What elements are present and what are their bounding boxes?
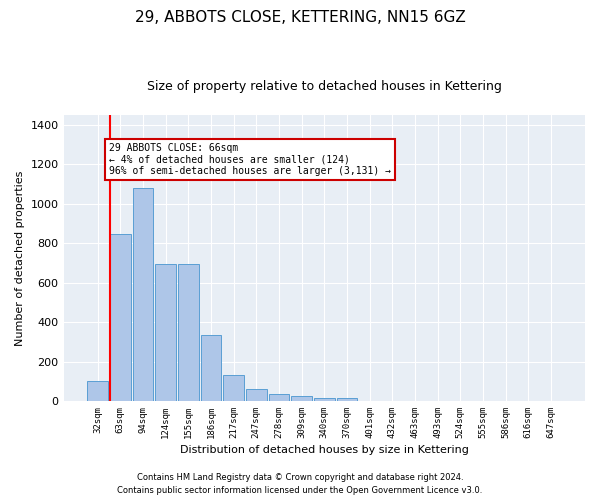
X-axis label: Distribution of detached houses by size in Kettering: Distribution of detached houses by size …: [180, 445, 469, 455]
Text: Contains HM Land Registry data © Crown copyright and database right 2024.
Contai: Contains HM Land Registry data © Crown c…: [118, 474, 482, 495]
Bar: [200, 335, 221, 401]
Text: 29, ABBOTS CLOSE, KETTERING, NN15 6GZ: 29, ABBOTS CLOSE, KETTERING, NN15 6GZ: [134, 10, 466, 25]
Bar: [155, 264, 176, 401]
Bar: [269, 394, 289, 401]
Bar: [223, 376, 244, 401]
Bar: [87, 381, 108, 401]
Title: Size of property relative to detached houses in Kettering: Size of property relative to detached ho…: [147, 80, 502, 93]
Bar: [291, 396, 312, 401]
Bar: [314, 398, 335, 401]
Text: 29 ABBOTS CLOSE: 66sqm
← 4% of detached houses are smaller (124)
96% of semi-det: 29 ABBOTS CLOSE: 66sqm ← 4% of detached …: [109, 142, 391, 176]
Bar: [246, 389, 267, 401]
Bar: [337, 398, 358, 401]
Bar: [110, 234, 131, 401]
Bar: [178, 264, 199, 401]
Bar: [133, 188, 154, 401]
Y-axis label: Number of detached properties: Number of detached properties: [15, 170, 25, 346]
